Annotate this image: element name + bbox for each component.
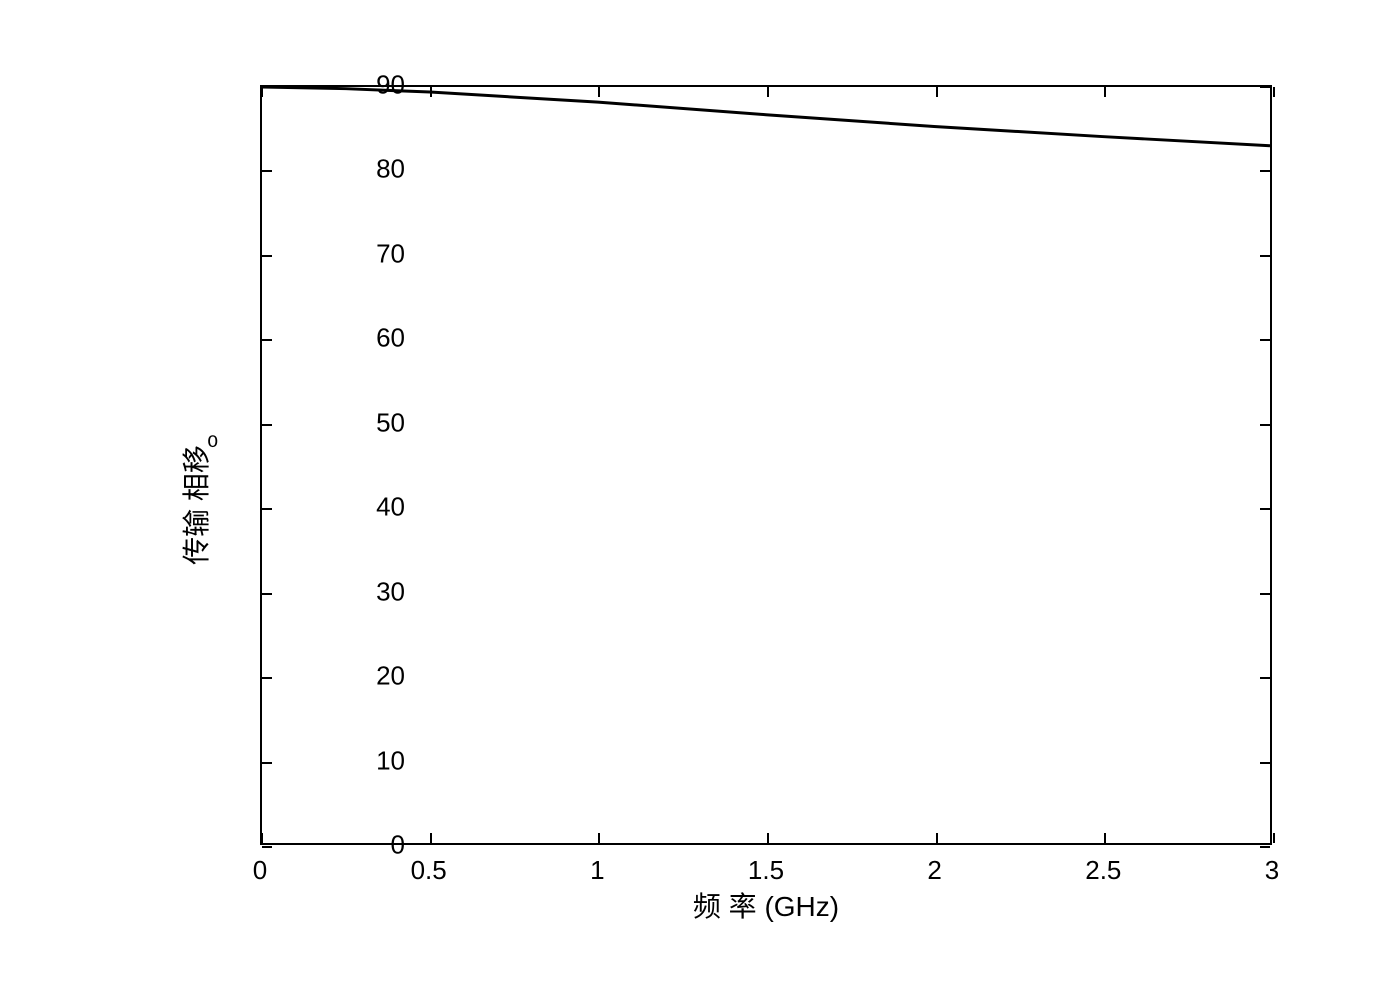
x-tick-label: 0.5 bbox=[411, 855, 447, 886]
y-tick-right bbox=[1260, 593, 1270, 595]
x-tick-label: 3 bbox=[1265, 855, 1279, 886]
x-tick-label: 1.5 bbox=[748, 855, 784, 886]
y-tick bbox=[262, 762, 272, 764]
y-tick bbox=[262, 86, 272, 88]
x-tick-top bbox=[430, 87, 432, 97]
y-tick-right bbox=[1260, 762, 1270, 764]
x-tick-label: 1 bbox=[590, 855, 604, 886]
chart-container: 传输 相移 ⁰ 频 率 (GHz) 0102030405060708090 00… bbox=[155, 60, 1325, 950]
x-tick bbox=[936, 833, 938, 843]
y-tick-right bbox=[1260, 846, 1270, 848]
x-tick-top bbox=[1273, 87, 1275, 97]
y-tick-label: 90 bbox=[376, 70, 405, 101]
plot-area bbox=[260, 85, 1272, 845]
y-tick-label: 80 bbox=[376, 154, 405, 185]
x-tick-label: 2 bbox=[927, 855, 941, 886]
y-tick-label: 60 bbox=[376, 323, 405, 354]
data-line-svg bbox=[262, 87, 1270, 843]
y-axis-label: 传输 相移 bbox=[175, 445, 215, 565]
x-tick bbox=[261, 833, 263, 843]
x-tick-top bbox=[261, 87, 263, 97]
y-tick-label: 0 bbox=[391, 830, 405, 861]
y-tick-label: 70 bbox=[376, 238, 405, 269]
x-tick bbox=[1104, 833, 1106, 843]
y-tick-right bbox=[1260, 170, 1270, 172]
y-tick-label: 40 bbox=[376, 492, 405, 523]
y-tick-label: 20 bbox=[376, 661, 405, 692]
y-tick bbox=[262, 255, 272, 257]
x-tick-label: 0 bbox=[253, 855, 267, 886]
y-tick-right bbox=[1260, 508, 1270, 510]
x-tick-label: 2.5 bbox=[1085, 855, 1121, 886]
x-tick-top bbox=[598, 87, 600, 97]
x-tick-top bbox=[1104, 87, 1106, 97]
y-tick bbox=[262, 508, 272, 510]
x-tick bbox=[1273, 833, 1275, 843]
y-tick-label: 30 bbox=[376, 576, 405, 607]
x-tick bbox=[430, 833, 432, 843]
line-series bbox=[262, 87, 1270, 146]
y-tick-right bbox=[1260, 255, 1270, 257]
y-tick-right bbox=[1260, 424, 1270, 426]
y-tick bbox=[262, 593, 272, 595]
x-tick bbox=[598, 833, 600, 843]
x-axis-label: 频 率 (GHz) bbox=[693, 885, 839, 925]
x-tick-top bbox=[767, 87, 769, 97]
y-tick-label: 50 bbox=[376, 407, 405, 438]
y-tick-right bbox=[1260, 677, 1270, 679]
y-tick bbox=[262, 846, 272, 848]
y-axis-unit: ⁰ bbox=[207, 430, 218, 463]
y-tick bbox=[262, 424, 272, 426]
y-tick bbox=[262, 339, 272, 341]
y-tick bbox=[262, 170, 272, 172]
x-tick bbox=[767, 833, 769, 843]
y-tick-label: 10 bbox=[376, 745, 405, 776]
y-tick bbox=[262, 677, 272, 679]
y-tick-right bbox=[1260, 86, 1270, 88]
y-tick-right bbox=[1260, 339, 1270, 341]
x-tick-top bbox=[936, 87, 938, 97]
